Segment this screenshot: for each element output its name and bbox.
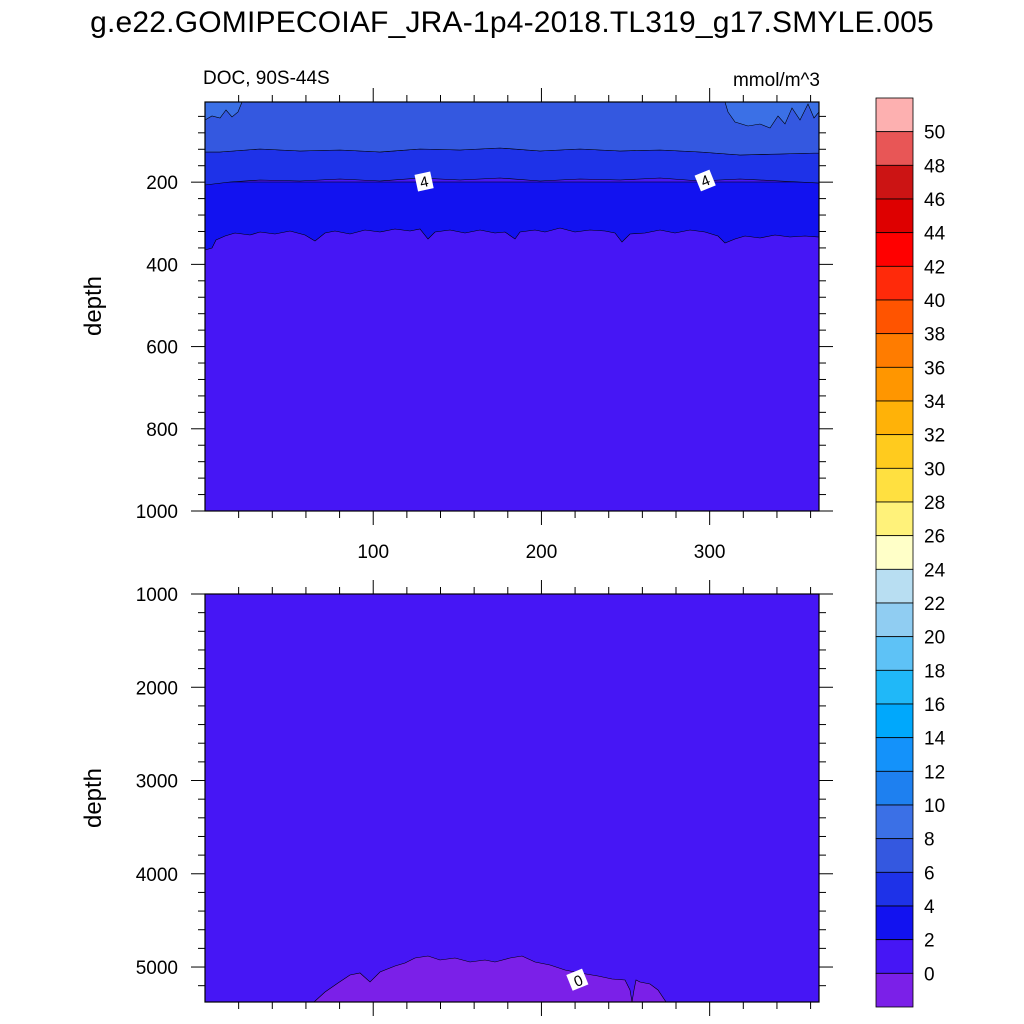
upper-y-tick-label: 200	[146, 173, 178, 194]
colorbar-swatch	[875, 333, 914, 368]
colorbar-label: 2	[924, 931, 935, 952]
lower-y-tick-label: 3000	[136, 772, 178, 793]
colorbar-swatch	[875, 434, 914, 469]
upper-units-label: mmol/m^3	[733, 70, 820, 91]
colorbar-swatch	[875, 232, 914, 267]
colorbar-label: 48	[924, 156, 945, 177]
upper-x-tick-label: 200	[526, 542, 558, 563]
colorbar-label: 46	[924, 190, 945, 211]
upper-region-2-4	[204, 181, 820, 251]
colorbar-label: 44	[924, 224, 946, 245]
colorbar-label: 12	[924, 762, 945, 783]
colorbar-swatch	[875, 501, 914, 537]
colorbar-label: 40	[924, 291, 945, 312]
page-title: g.e22.GOMIPECOIAF_JRA-1p4-2018.TL319_g17…	[90, 6, 934, 39]
lower-region-0-2	[205, 594, 819, 1002]
colorbar-swatch	[875, 703, 914, 739]
upper-left-label: DOC, 90S-44S	[203, 68, 330, 89]
lower-region-neg2-0	[313, 955, 667, 1003]
upper-panel: DOC, 90S-44S mmol/m^3 4 4 200 400 600 800 10…	[80, 68, 833, 563]
colorbar-swatch	[875, 871, 914, 907]
colorbar-swatch	[875, 737, 914, 772]
colorbar-label: 6	[924, 863, 935, 884]
colorbar-swatch	[875, 366, 914, 402]
lower-y-axis-title: depth	[80, 768, 107, 828]
colorbar-label: 24	[924, 560, 946, 581]
lower-y-tick-label: 4000	[136, 865, 178, 886]
colorbar-label: 4	[924, 897, 935, 918]
colorbar-label: 50	[924, 123, 945, 144]
colorbar-label: 20	[924, 628, 945, 649]
colorbar-swatch	[875, 198, 914, 234]
lower-y-tick-label: 2000	[136, 678, 178, 699]
colorbar-swatch	[875, 804, 914, 840]
upper-region-8-10-right	[724, 101, 820, 129]
colorbar-swatch	[875, 467, 914, 503]
colorbar-label: 30	[924, 459, 945, 480]
upper-y-tick-label: 600	[146, 338, 178, 359]
colorbar-label: 26	[924, 527, 945, 548]
upper-contour-label-1-text: 4	[418, 173, 430, 191]
upper-y-tick-label: 400	[146, 255, 178, 276]
upper-region-6-8	[204, 101, 820, 156]
upper-region-8-10-left	[204, 101, 243, 121]
colorbar-label: 10	[924, 796, 945, 817]
colorbar-swatch	[875, 939, 914, 974]
lower-panel: 0 1000 2000 3000 4000 5000 depth	[80, 580, 833, 1016]
colorbar-label: 32	[924, 426, 945, 447]
colorbar-swatch	[875, 602, 914, 638]
colorbar-swatch	[875, 636, 914, 671]
colorbar-swatch	[875, 669, 914, 705]
lower-y-tick-label: 1000	[136, 585, 178, 606]
colorbar-label: 18	[924, 661, 945, 682]
colorbar-swatch	[875, 905, 914, 941]
upper-y-tick-label: 1000	[136, 502, 178, 523]
colorbar-label: 8	[924, 830, 935, 851]
lower-plot-frame	[204, 593, 820, 1003]
colorbar-label: 42	[924, 257, 945, 278]
colorbar-swatch	[875, 400, 914, 436]
upper-contour-label-1: 4	[414, 171, 434, 192]
lower-x-axis	[238, 580, 812, 1016]
colorbar-swatch	[875, 770, 914, 806]
colorbar-label: 34	[924, 392, 946, 413]
upper-y-axis-title: depth	[80, 276, 107, 336]
upper-plot-area: 4 4	[204, 101, 820, 512]
lower-plot-area: 0	[204, 593, 820, 1003]
lower-y-axis: 1000 2000 3000 4000 5000	[136, 585, 833, 987]
colorbar-swatch	[875, 535, 914, 570]
colorbar-swatch	[875, 97, 914, 133]
upper-x-axis: 100 200 300	[238, 88, 812, 563]
upper-contour-label-2: 4	[694, 169, 716, 192]
upper-x-tick-label: 100	[357, 542, 389, 563]
colorbar-swatch	[875, 164, 914, 200]
colorbar-label: 0	[924, 964, 935, 985]
colorbar-label: 38	[924, 325, 945, 346]
colorbar-swatch	[875, 972, 914, 1008]
colorbar-label: 14	[924, 729, 946, 750]
colorbar-swatch	[875, 838, 914, 873]
lower-y-tick-label: 5000	[136, 958, 178, 979]
colorbar-swatch	[875, 568, 914, 604]
colorbar-swatch	[875, 265, 914, 301]
colorbar-label: 28	[924, 493, 945, 514]
colorbar: 5048464442403836343230282624222018161412…	[875, 97, 946, 1008]
colorbar-swatch	[875, 131, 914, 166]
lower-contour-label: 0	[566, 968, 589, 991]
colorbar-swatch	[875, 299, 914, 335]
colorbar-label: 16	[924, 695, 945, 716]
upper-y-tick-label: 800	[146, 420, 178, 441]
upper-x-tick-label: 300	[694, 542, 726, 563]
upper-plot-frame	[204, 101, 820, 512]
colorbar-label: 36	[924, 358, 945, 379]
upper-y-axis: 200 400 600 800 1000	[136, 115, 833, 523]
colorbar-label: 22	[924, 594, 945, 615]
